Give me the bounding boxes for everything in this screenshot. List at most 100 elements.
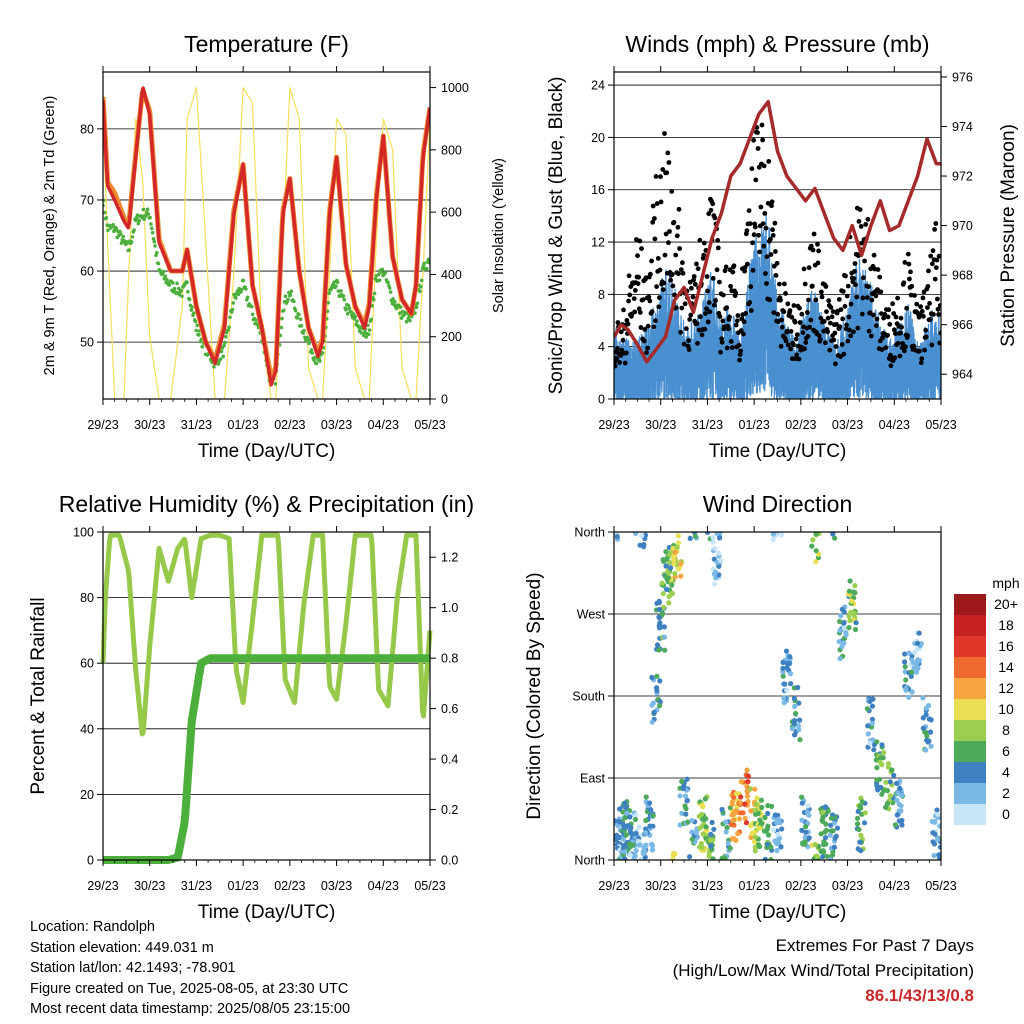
gust-point <box>881 315 886 321</box>
gust-point <box>797 320 803 325</box>
dewpoint-point <box>351 312 356 316</box>
dewpoint-point <box>250 312 255 317</box>
gust-point <box>764 254 770 260</box>
dewpoint-point <box>200 345 204 349</box>
gust-point <box>936 253 941 259</box>
dewpoint-point <box>144 214 148 218</box>
gust-point <box>738 328 744 333</box>
dewpoint-point <box>302 328 306 333</box>
direction-point <box>738 779 744 785</box>
direction-point <box>789 726 796 732</box>
gust-point <box>938 330 941 336</box>
dewpoint-point <box>344 307 348 312</box>
gust-point <box>755 146 761 151</box>
direction-point <box>935 836 941 842</box>
direction-point <box>749 830 755 837</box>
gust-point <box>728 283 733 289</box>
gust-point <box>863 222 869 227</box>
gust-point <box>791 303 797 308</box>
gust-point <box>919 308 925 314</box>
direction-point <box>848 609 854 615</box>
legend-swatch <box>954 594 986 615</box>
gust-point <box>879 347 885 352</box>
gust-point <box>637 310 643 315</box>
dewpoint-point <box>189 308 194 312</box>
gust-point <box>897 353 903 359</box>
gust-point <box>720 318 726 324</box>
direction-point <box>723 819 729 825</box>
gust-point <box>729 345 735 350</box>
direction-point <box>708 831 714 837</box>
winds-pressure-panel: 29/23 30/23 31/23 01/23 02/23 03/23 04/23 05/23… <box>546 31 1019 462</box>
gust-point <box>779 324 785 330</box>
y-axis-label: Percent & Total Rainfall <box>28 597 49 794</box>
dewpoint-point <box>103 198 106 203</box>
dewpoint-point <box>187 297 192 302</box>
direction-point <box>627 852 633 858</box>
dewpoint-point <box>104 216 109 220</box>
direction-point <box>633 830 639 837</box>
gust-point <box>733 290 738 296</box>
direction-point <box>887 779 893 785</box>
direction-point <box>669 582 675 588</box>
direction-point <box>633 812 639 818</box>
gust-point <box>669 272 675 277</box>
direction-point <box>846 588 853 594</box>
dewpoint-point <box>421 264 426 268</box>
gust-point <box>750 267 756 273</box>
direction-point <box>754 795 760 801</box>
gust-point <box>704 274 710 279</box>
direction-point <box>641 850 648 856</box>
gust-point <box>642 327 648 332</box>
direction-point <box>906 694 912 700</box>
direction-point <box>751 839 758 845</box>
gust-point <box>855 325 861 331</box>
direction-point <box>653 685 660 691</box>
direction-point <box>803 824 809 830</box>
direction-point <box>775 831 781 838</box>
gust-point <box>706 211 712 217</box>
direction-point <box>664 556 670 562</box>
direction-point <box>614 818 618 824</box>
gust-point <box>654 284 659 289</box>
direction-point <box>894 812 900 818</box>
gust-point <box>761 163 767 169</box>
gust-point <box>768 252 774 257</box>
direction-point <box>841 620 847 627</box>
direction-point <box>677 793 683 799</box>
gust-point <box>702 326 708 332</box>
dewpoint-point <box>413 311 417 316</box>
direction-point <box>784 664 790 671</box>
direction-point <box>752 844 759 850</box>
direction-point <box>647 823 653 829</box>
direction-point <box>823 827 830 834</box>
direction-point <box>879 762 885 768</box>
direction-point <box>895 790 901 796</box>
y2-axis-label: Station Pressure (Maroon) <box>998 124 1019 347</box>
direction-point <box>877 776 883 782</box>
gust-point <box>861 275 866 281</box>
dewpoint-point <box>179 288 183 293</box>
gust-point <box>930 248 936 254</box>
gust-point <box>687 279 693 285</box>
direction-point <box>768 857 774 860</box>
direction-point <box>705 532 711 535</box>
gust-point <box>845 338 851 344</box>
gust-point <box>679 305 685 311</box>
direction-point <box>742 801 748 807</box>
gust-point <box>891 327 897 333</box>
gust-point <box>859 240 865 246</box>
gust-point <box>618 329 624 335</box>
gust-point <box>839 342 845 347</box>
y2-tick-label: 0.4 <box>441 753 458 767</box>
dewpoint-point <box>132 228 136 232</box>
gust-point <box>751 137 756 143</box>
direction-point <box>698 841 705 847</box>
gust-point <box>848 333 853 339</box>
direction-point <box>869 720 875 726</box>
gust-point <box>631 296 637 301</box>
direction-point <box>764 826 771 832</box>
direction-point <box>837 628 843 634</box>
gust-point <box>704 306 709 312</box>
gust-point <box>895 295 900 301</box>
